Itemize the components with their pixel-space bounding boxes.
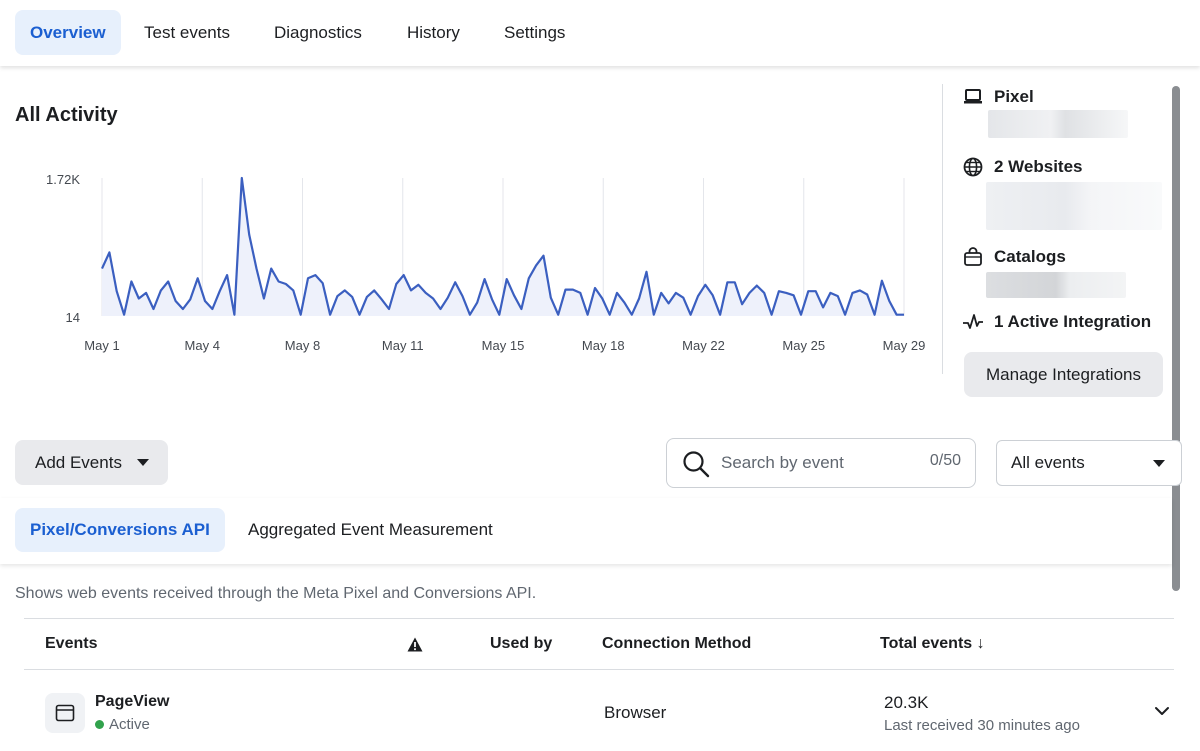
column-header-used-by[interactable]: Used by xyxy=(490,635,553,652)
activity-pulse-icon xyxy=(963,314,983,329)
tab-test-events[interactable]: Test events xyxy=(144,23,230,42)
pixel-label: Pixel xyxy=(994,87,1034,106)
event-last-received: Last received 30 minutes ago xyxy=(884,717,1080,734)
search-icon xyxy=(683,451,710,478)
chevron-down-icon[interactable] xyxy=(1154,705,1170,717)
event-name[interactable]: PageView xyxy=(95,693,170,710)
add-events-button[interactable]: Add Events xyxy=(15,440,168,485)
caret-down-icon xyxy=(1153,460,1165,467)
scrollbar[interactable] xyxy=(1172,86,1180,591)
column-header-events[interactable]: Events xyxy=(45,635,98,652)
column-header-connection-method[interactable]: Connection Method xyxy=(602,635,752,652)
x-tick-label: May 1 xyxy=(84,338,119,353)
add-events-label: Add Events xyxy=(35,453,122,472)
catalogs-label: Catalogs xyxy=(994,247,1066,266)
event-filter-value: All events xyxy=(1011,453,1085,472)
tab-overview[interactable]: Overview xyxy=(15,10,121,55)
tab-history[interactable]: History xyxy=(407,23,460,42)
activity-title: All Activity xyxy=(15,104,118,126)
event-icon-container xyxy=(45,693,85,733)
pixel-item: Pixel xyxy=(962,86,1034,108)
top-tab-bar: Overview Test events Diagnostics History… xyxy=(0,0,1200,66)
websites-label: 2 Websites xyxy=(994,157,1083,176)
caret-down-icon xyxy=(137,459,149,466)
catalogs-item: Catalogs xyxy=(962,246,1066,268)
search-character-counter: 0/50 xyxy=(929,452,961,469)
x-tick-label: May 18 xyxy=(582,338,625,353)
redacted-pixel-name xyxy=(988,110,1128,138)
event-status-text: Active xyxy=(109,716,150,733)
redacted-catalogs xyxy=(986,272,1126,298)
x-tick-label: May 25 xyxy=(782,338,825,353)
search-box[interactable]: 0/50 xyxy=(666,438,976,488)
table-description: Shows web events received through the Me… xyxy=(15,585,537,602)
shopping-bag-icon xyxy=(964,247,982,266)
redacted-websites xyxy=(986,182,1162,230)
websites-item: 2 Websites xyxy=(962,156,1083,178)
activity-line xyxy=(100,176,904,316)
tab-pixel-conversions-api[interactable]: Pixel/Conversions API xyxy=(15,508,225,552)
y-tick-label: 1.72K xyxy=(46,172,80,187)
warning-icon xyxy=(407,637,423,652)
x-tick-label: May 22 xyxy=(682,338,725,353)
integration-item: 1 Active Integration xyxy=(962,311,1151,333)
laptop-icon xyxy=(964,89,982,104)
status-dot-icon xyxy=(95,720,104,729)
event-status: Active xyxy=(95,716,150,733)
x-tick-label: May 15 xyxy=(482,338,525,353)
globe-icon xyxy=(963,157,983,177)
x-tick-label: May 29 xyxy=(883,338,926,353)
integration-label: 1 Active Integration xyxy=(994,312,1152,331)
browser-window-icon xyxy=(55,704,75,722)
event-connection-method: Browser xyxy=(604,703,667,722)
search-input[interactable] xyxy=(721,451,911,475)
table-row[interactable]: PageView Active Browser 20.3K Last recei… xyxy=(24,671,1174,751)
tab-aggregated-event-measurement[interactable]: Aggregated Event Measurement xyxy=(248,520,493,539)
manage-integrations-button[interactable]: Manage Integrations xyxy=(964,352,1163,397)
sub-tab-bar: Pixel/Conversions API Aggregated Event M… xyxy=(0,498,1172,564)
x-tick-label: May 8 xyxy=(285,338,320,353)
x-tick-label: May 11 xyxy=(382,338,424,353)
column-header-total-events[interactable]: Total events ↓ xyxy=(880,635,985,652)
events-table-header: Events Used by Connection Method Total e… xyxy=(24,618,1174,670)
tab-settings[interactable]: Settings xyxy=(504,23,566,42)
event-total: 20.3K xyxy=(884,693,929,712)
tab-diagnostics[interactable]: Diagnostics xyxy=(274,23,362,42)
y-tick-label: 14 xyxy=(66,310,80,325)
side-panel-divider xyxy=(942,84,943,374)
activity-chart: 1.72K 14 May 1 May 4 May 8 May 11 May 15 May … xyxy=(46,172,926,353)
event-filter-select[interactable]: All events xyxy=(996,440,1182,486)
x-tick-label: May 4 xyxy=(185,338,220,353)
